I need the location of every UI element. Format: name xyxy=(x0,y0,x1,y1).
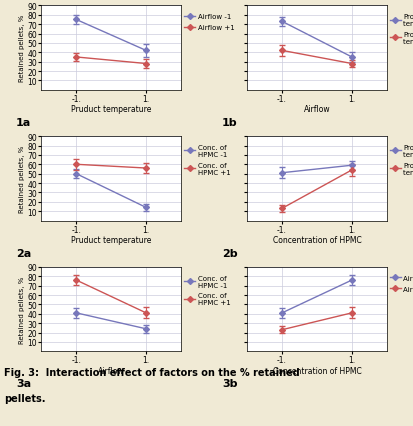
Legend: Conc. of
HPMC -1, Conc. of
HPMC +1: Conc. of HPMC -1, Conc. of HPMC +1 xyxy=(185,275,230,306)
X-axis label: Airflow: Airflow xyxy=(98,366,124,375)
Text: pellets.: pellets. xyxy=(4,393,45,403)
Y-axis label: Retained pellets, %: Retained pellets, % xyxy=(19,15,25,82)
Text: 2a: 2a xyxy=(16,248,31,258)
Y-axis label: Retained pellets, %: Retained pellets, % xyxy=(19,276,25,343)
Legend: Product
temp. -1, Product
temp. +1: Product temp. -1, Product temp. +1 xyxy=(390,144,413,176)
Text: 2b: 2b xyxy=(222,248,237,258)
Legend: Airflow -1, Airflow +1: Airflow -1, Airflow +1 xyxy=(390,275,413,292)
Text: 1a: 1a xyxy=(16,118,31,127)
Legend: Product
temp. -1, Product
temp. +1: Product temp. -1, Product temp. +1 xyxy=(390,14,413,45)
X-axis label: Pruduct temperature: Pruduct temperature xyxy=(71,105,151,114)
Text: Fig. 3:  Interaction effect of factors on the % retained: Fig. 3: Interaction effect of factors on… xyxy=(4,367,300,377)
Legend: Airflow -1, Airflow +1: Airflow -1, Airflow +1 xyxy=(185,14,235,31)
X-axis label: Concentration of HPMC: Concentration of HPMC xyxy=(273,366,361,375)
X-axis label: Concentration of HPMC: Concentration of HPMC xyxy=(273,236,361,245)
Text: 1b: 1b xyxy=(222,118,237,127)
Text: 3a: 3a xyxy=(16,378,31,389)
Y-axis label: Retained pellets, %: Retained pellets, % xyxy=(19,145,25,213)
Legend: Conc. of
HPMC -1, Conc. of
HPMC +1: Conc. of HPMC -1, Conc. of HPMC +1 xyxy=(185,144,230,176)
X-axis label: Airflow: Airflow xyxy=(304,105,330,114)
Text: 3b: 3b xyxy=(222,378,237,389)
X-axis label: Pruduct temperature: Pruduct temperature xyxy=(71,236,151,245)
